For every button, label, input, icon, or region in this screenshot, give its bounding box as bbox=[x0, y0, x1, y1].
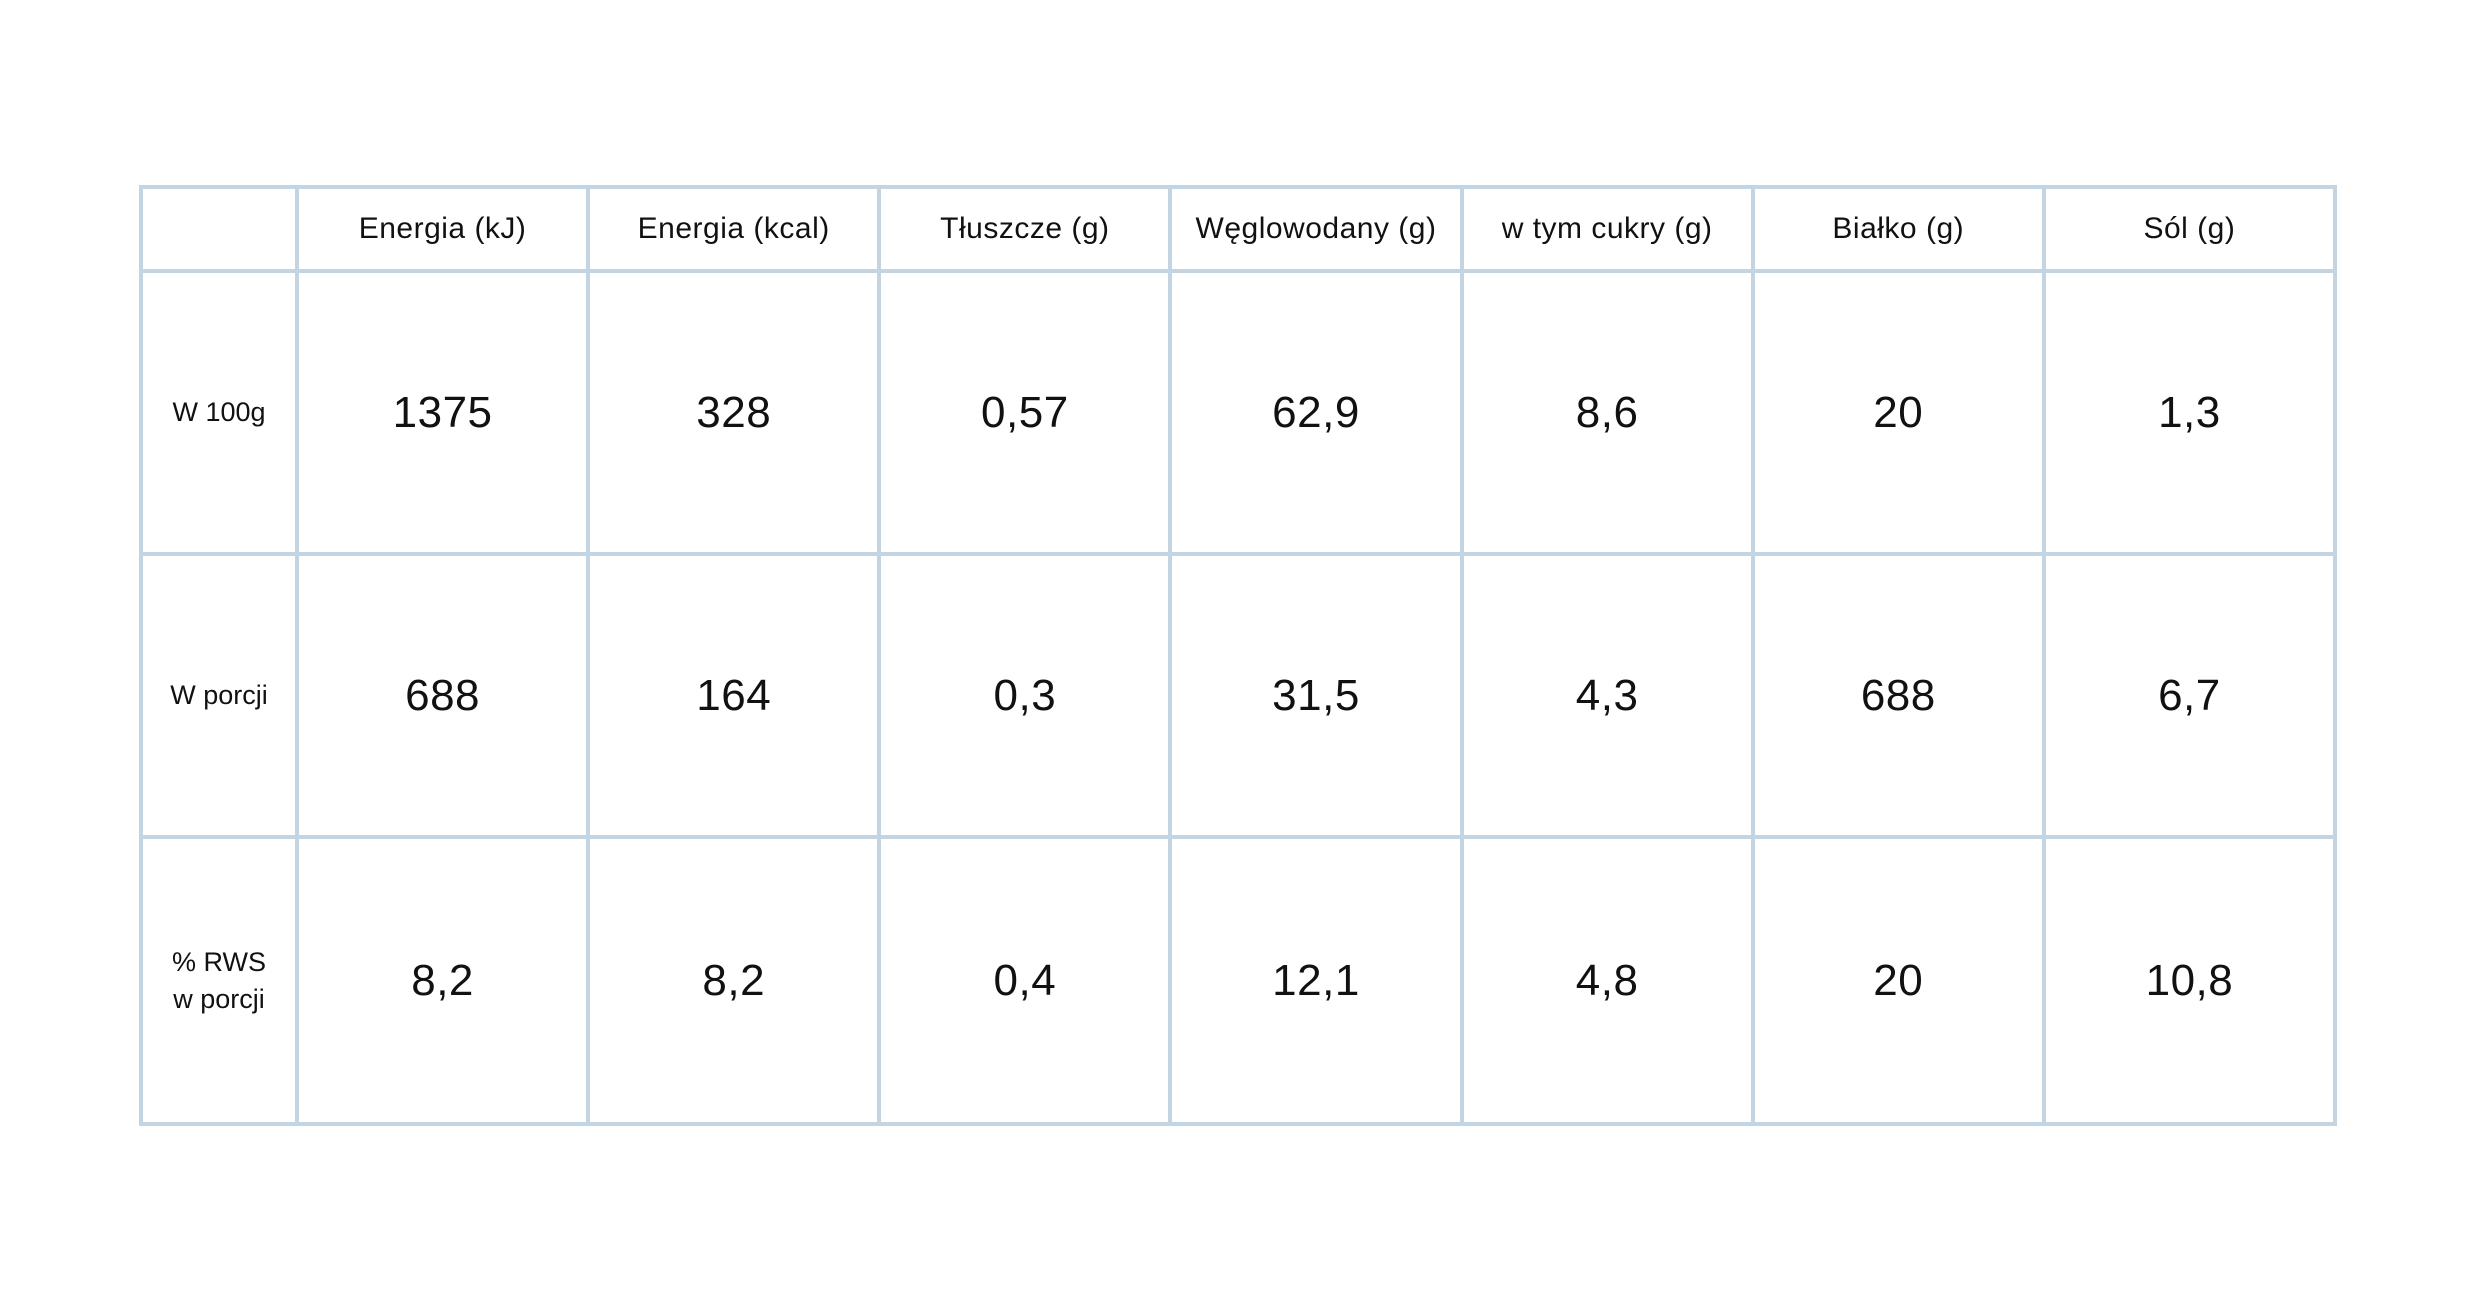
table-header-row: Energia (kJ) Energia (kcal) Tłuszcze (g)… bbox=[139, 185, 2338, 273]
cell-rws-bialko: 20 bbox=[1750, 835, 2046, 1126]
cell-wporcji-weglowodany: 31,5 bbox=[1168, 552, 1464, 839]
column-header-cukry: w tym cukry (g) bbox=[1459, 185, 1755, 273]
table-row-rws: % RWS w porcji 8,2 8,2 0,4 12,1 4,8 20 1… bbox=[139, 835, 2338, 1126]
cell-rws-energia-kj: 8,2 bbox=[294, 835, 591, 1126]
row-label-w100g: W 100g bbox=[139, 269, 299, 556]
column-header-sol: Sól (g) bbox=[2041, 185, 2338, 273]
column-header-energia-kcal: Energia (kcal) bbox=[586, 185, 882, 273]
table-row-w100g: W 100g 1375 328 0,57 62,9 8,6 20 1,3 bbox=[139, 269, 2338, 556]
cell-w100g-bialko: 20 bbox=[1750, 269, 2046, 556]
cell-rws-tluszcze: 0,4 bbox=[877, 835, 1173, 1126]
column-header-bialko: Białko (g) bbox=[1750, 185, 2046, 273]
cell-w100g-energia-kcal: 328 bbox=[586, 269, 882, 556]
nutrition-table: Energia (kJ) Energia (kcal) Tłuszcze (g)… bbox=[139, 185, 2338, 1126]
row-label-rws: % RWS w porcji bbox=[139, 835, 299, 1126]
cell-wporcji-cukry: 4,3 bbox=[1459, 552, 1755, 839]
cell-wporcji-energia-kcal: 164 bbox=[586, 552, 882, 839]
cell-rws-weglowodany: 12,1 bbox=[1168, 835, 1464, 1126]
cell-rws-cukry: 4,8 bbox=[1459, 835, 1755, 1126]
cell-wporcji-tluszcze: 0,3 bbox=[877, 552, 1173, 839]
column-header-tluszcze: Tłuszcze (g) bbox=[877, 185, 1173, 273]
cell-rws-energia-kcal: 8,2 bbox=[586, 835, 882, 1126]
cell-wporcji-bialko: 688 bbox=[1750, 552, 2046, 839]
cell-w100g-tluszcze: 0,57 bbox=[877, 269, 1173, 556]
cell-w100g-sol: 1,3 bbox=[2041, 269, 2338, 556]
column-header-energia-kj: Energia (kJ) bbox=[294, 185, 591, 273]
cell-w100g-cukry: 8,6 bbox=[1459, 269, 1755, 556]
column-header-empty bbox=[139, 185, 299, 273]
cell-wporcji-sol: 6,7 bbox=[2041, 552, 2338, 839]
cell-w100g-weglowodany: 62,9 bbox=[1168, 269, 1464, 556]
cell-wporcji-energia-kj: 688 bbox=[294, 552, 591, 839]
table-row-wporcji: W porcji 688 164 0,3 31,5 4,3 688 6,7 bbox=[139, 552, 2338, 839]
cell-rws-sol: 10,8 bbox=[2041, 835, 2338, 1126]
column-header-weglowodany: Węglowodany (g) bbox=[1168, 185, 1464, 273]
cell-w100g-energia-kj: 1375 bbox=[294, 269, 591, 556]
row-label-wporcji: W porcji bbox=[139, 552, 299, 839]
